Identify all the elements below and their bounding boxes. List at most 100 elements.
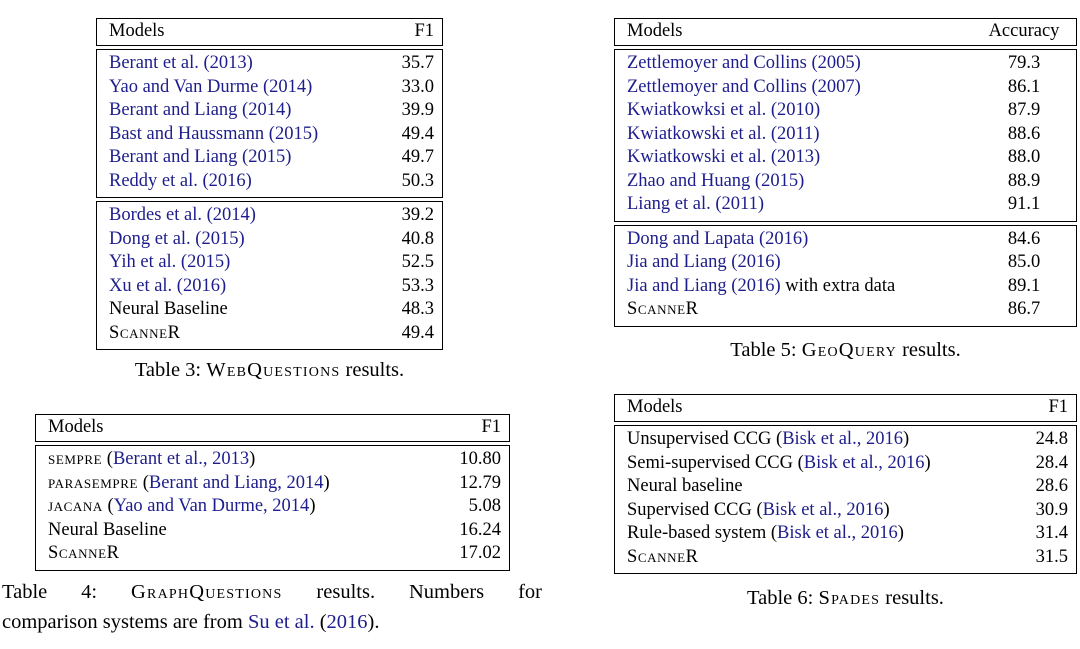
value-cell: 49.4 [401, 322, 434, 343]
citation-link[interactable]: Berant et al., 2013 [112, 449, 250, 469]
citation-link[interactable]: Zhao and Huang (2015) [627, 170, 805, 191]
value-cell: 39.2 [401, 205, 434, 225]
value-cell: 39.9 [401, 100, 434, 120]
model-cell: Kwiatkowski et al. (2013) [627, 146, 820, 170]
model-cell: Jia and Liang (2016) with extra data [627, 275, 895, 299]
table-graphquestions-caption: Table 4: GraphQuestions results. Numbers… [2, 577, 542, 637]
citation-link[interactable]: Zettlemoyer and Collins (2005) [627, 53, 861, 73]
citation-link[interactable]: Bisk et al., 2016 [803, 452, 925, 473]
value-cell: 84.6 [1007, 228, 1041, 249]
model-cell: Neural baseline [627, 475, 743, 499]
citation-link[interactable]: Bast and Haussmann (2015) [109, 123, 319, 144]
table-group: Berant et al. (2013) 35.7 Yao and Van Durm… [96, 49, 443, 198]
citation-link[interactable]: Bisk et al., 2016 [777, 523, 898, 543]
citation-link[interactable]: Yao and Van Durme (2014) [109, 76, 313, 97]
model-cell: Dong and Lapata (2016) [627, 228, 808, 252]
citation-link[interactable]: Kwiatkowski et al. (2011) [627, 123, 820, 144]
citation-link[interactable]: Liang et al. (2011) [627, 194, 764, 214]
text-segment: ( [314, 611, 327, 633]
value-cell: 79.3 [1007, 53, 1041, 73]
model-cell: Bast and Haussmann (2015) [109, 123, 318, 147]
model-cell: Yih et al. (2015) [109, 251, 230, 275]
text-segment: ScanneR [627, 546, 699, 567]
citation-link[interactable]: Dong and Lapata (2016) [627, 228, 809, 249]
model-cell: Liang et al. (2011) [627, 193, 764, 217]
citation-link[interactable]: Jia and Liang (2016) [627, 275, 781, 296]
text-segment: ( [138, 472, 149, 493]
table-webquestions: Models F1 Berant et al. (2013) 35.7 Yao and … [96, 18, 443, 353]
value-cell: 31.4 [1035, 523, 1068, 543]
table-row: Berant and Liang (2015) 49.7 [97, 146, 442, 170]
value-cell: 10.80 [459, 449, 501, 469]
text-segment: ScanneR [109, 322, 181, 343]
model-cell: Zettlemoyer and Collins (2007) [627, 76, 861, 100]
column-header-metric: F1 [414, 21, 434, 41]
text-segment: Supervised CCG ( [627, 499, 763, 520]
value-cell: 89.1 [1007, 275, 1041, 296]
value-cell: 30.9 [1035, 499, 1068, 520]
table-header-row: Models F1 [614, 394, 1077, 422]
model-cell: SEMPRE (Berant et al., 2013) [48, 448, 255, 472]
value-cell: 40.8 [401, 228, 434, 249]
column-header-metric: Accuracy [988, 21, 1060, 41]
citation-link[interactable]: Jia and Liang (2016) [627, 252, 781, 272]
model-cell: ScanneR [109, 322, 181, 346]
value-cell: 12.79 [459, 472, 501, 493]
model-cell: Rule-based system (Bisk et al., 2016) [627, 522, 904, 546]
text-segment: comparison systems are from [2, 611, 248, 633]
text-segment: ScanneR [627, 299, 699, 319]
model-cell: Neural Baseline [109, 298, 228, 322]
citation-link[interactable]: Berant and Liang (2014) [109, 100, 292, 120]
citation-link[interactable]: 2016 [326, 611, 368, 633]
table-row: Berant and Liang (2014) 39.9 [97, 99, 442, 123]
text-segment: results. [880, 587, 944, 609]
text-segment: GeoQuery [801, 339, 897, 361]
table-row: Kwiatkowksi et al. (2010) 87.9 [615, 99, 1076, 123]
value-cell: 50.3 [401, 170, 434, 191]
citation-link[interactable]: Dong et al. (2015) [109, 228, 245, 249]
model-cell: Jia and Liang (2016) [627, 251, 781, 275]
citation-link[interactable]: Bisk et al., 2016 [782, 429, 903, 449]
value-cell: 53.3 [401, 275, 434, 296]
value-cell: 88.0 [1007, 147, 1041, 167]
text-segment: ) [883, 499, 890, 520]
value-cell: 88.6 [1007, 123, 1041, 144]
value-cell: 49.7 [401, 147, 434, 167]
citation-link[interactable]: Berant and Liang (2015) [109, 147, 292, 167]
caption-line: comparison systems are from Su et al. (2… [2, 607, 542, 637]
text-segment: GraphQuestions [131, 581, 283, 603]
table-row: Supervised CCG (Bisk et al., 2016) 30.9 [615, 499, 1076, 523]
model-cell: ScanneR [627, 298, 699, 322]
table-row: Kwiatkowski et al. (2013) 88.0 [615, 146, 1076, 170]
model-cell: Supervised CCG (Bisk et al., 2016) [627, 499, 890, 523]
citation-link[interactable]: Berant and Liang, 2014 [148, 472, 324, 493]
citation-link[interactable]: Yao and Van Durme, 2014 [113, 496, 310, 516]
citation-link[interactable]: Reddy et al. (2016) [109, 170, 252, 191]
citation-link[interactable]: Su et al. [247, 611, 315, 633]
citation-link[interactable]: Zettlemoyer and Collins (2007) [627, 76, 861, 97]
table-row: Kwiatkowski et al. (2011) 88.6 [615, 123, 1076, 147]
text-segment: Rule-based system ( [627, 523, 778, 543]
value-cell: 24.8 [1035, 429, 1068, 449]
citation-link[interactable]: Yih et al. (2015) [109, 252, 231, 272]
table-spades-caption: Table 6: Spades results. [614, 583, 1077, 613]
value-cell: 28.6 [1035, 476, 1068, 496]
citation-link[interactable]: Berant et al. (2013) [109, 53, 253, 73]
table-header-row: Models Accuracy [614, 18, 1077, 46]
value-cell: 31.5 [1035, 546, 1068, 567]
citation-link[interactable]: Bisk et al., 2016 [762, 499, 884, 520]
table-row: Reddy et al. (2016) 50.3 [97, 170, 442, 194]
citation-link[interactable]: Xu et al. (2016) [109, 275, 227, 296]
text-segment: Table 3: [134, 359, 207, 381]
citation-link[interactable]: Kwiatkowksi et al. (2010) [627, 100, 821, 120]
text-segment: ( [102, 449, 113, 469]
model-cell: Bordes et al. (2014) [109, 204, 256, 228]
value-cell: 91.1 [1007, 194, 1041, 214]
citation-link[interactable]: Kwiatkowski et al. (2013) [627, 147, 821, 167]
caption-line: Table 5: GeoQuery results. [614, 335, 1077, 365]
text-segment: ) [924, 452, 931, 473]
table-row: Liang et al. (2011) 91.1 [615, 193, 1076, 217]
table-row: PARASEMPRE (Berant and Liang, 2014) 12.79 [36, 472, 509, 496]
citation-link[interactable]: Bordes et al. (2014) [109, 205, 256, 225]
